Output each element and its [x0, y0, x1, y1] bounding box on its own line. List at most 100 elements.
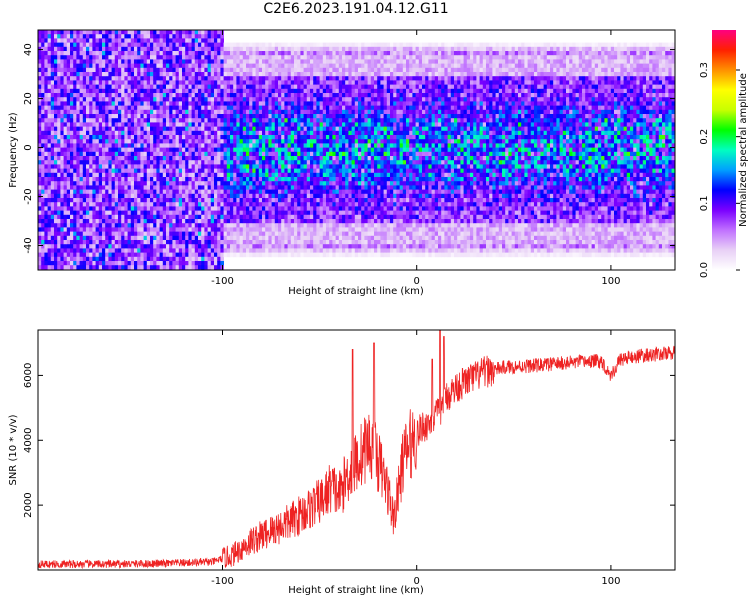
heatmap-cell [44, 63, 48, 69]
heatmap-cell [114, 160, 119, 165]
heatmap-cell [143, 97, 148, 102]
heatmap-cell [194, 139, 199, 144]
heatmap-cell [156, 147, 160, 153]
heatmap-cell [255, 143, 260, 148]
heatmap-cell [38, 172, 42, 178]
heatmap-cell [143, 235, 148, 241]
heatmap-cell [191, 122, 196, 127]
heatmap-cell [38, 256, 42, 262]
heatmap-cell [108, 76, 112, 81]
heatmap-cell [143, 252, 148, 258]
heatmap-cell [70, 156, 74, 161]
heatmap-cell [188, 67, 192, 73]
heatmap-cell [220, 80, 224, 85]
heatmap-cell [271, 160, 276, 165]
heatmap-cell [230, 193, 234, 199]
heatmap-cell [175, 172, 180, 178]
heatmap-cell [118, 156, 122, 161]
heatmap-cell [313, 97, 317, 102]
heatmap-cell [223, 244, 228, 249]
heatmap-cell [252, 235, 256, 241]
heatmap-cell [47, 214, 52, 220]
heatmap-cell [265, 72, 269, 77]
heatmap-cell [124, 97, 128, 102]
heatmap-cell [198, 126, 202, 132]
heatmap-cell [159, 130, 164, 136]
heatmap-cell [130, 93, 135, 98]
heatmap-cell [118, 168, 122, 174]
heatmap-cell [79, 223, 84, 228]
heatmap-cell [223, 210, 228, 216]
heatmap-cell [236, 130, 240, 136]
heatmap-cell [220, 118, 224, 123]
heatmap-cell [287, 189, 292, 195]
heatmap-cell [252, 240, 256, 245]
heatmap-cell [239, 181, 244, 186]
heatmap-cell [255, 76, 260, 81]
heatmap-cell [98, 59, 103, 64]
heatmap-cell [41, 97, 45, 102]
heatmap-cell [313, 67, 317, 73]
heatmap-cell [204, 147, 208, 153]
heatmap-cell [66, 34, 71, 39]
heatmap-cell [226, 93, 231, 98]
heatmap-cell [297, 214, 301, 220]
heatmap-cell [271, 177, 276, 182]
heatmap-cell [287, 172, 292, 178]
heatmap-cell [162, 231, 167, 237]
heatmap-cell [182, 46, 186, 52]
heatmap-cell [41, 122, 45, 127]
heatmap-cell [169, 93, 173, 98]
heatmap-cell [50, 227, 55, 232]
heatmap-cell [300, 105, 304, 111]
heatmap-cell [198, 105, 202, 111]
heatmap-cell [306, 55, 311, 60]
heatmap-cell [169, 84, 173, 90]
heatmap-cell [175, 151, 180, 157]
heatmap-cell [207, 109, 212, 115]
heatmap-cell [124, 227, 128, 232]
heatmap-cell [108, 193, 112, 199]
heatmap-cell [239, 231, 244, 237]
heatmap-cell [249, 143, 253, 148]
heatmap-cell [223, 139, 228, 144]
heatmap-cell [290, 219, 295, 224]
heatmap-cell [130, 114, 135, 119]
heatmap-cell [111, 135, 116, 140]
heatmap-cell [146, 84, 151, 90]
heatmap-cell [303, 80, 308, 85]
heatmap-cell [162, 214, 167, 220]
heatmap-cell [73, 59, 77, 64]
heatmap-cell [294, 109, 298, 115]
heatmap-cell [226, 46, 231, 52]
heatmap-cell [124, 248, 128, 253]
heatmap-cell [188, 84, 192, 90]
heatmap-cell [236, 181, 240, 186]
heatmap-cell [150, 168, 154, 174]
heatmap-cell [86, 105, 90, 111]
heatmap-cell [210, 198, 215, 203]
heatmap-cell [108, 42, 112, 48]
heatmap-cell [57, 126, 61, 132]
heatmap-cell [182, 252, 186, 258]
heatmap-cell [140, 59, 144, 64]
heatmap-cell [233, 93, 237, 98]
heatmap-cell [38, 219, 42, 224]
heatmap-cell [252, 63, 256, 69]
heatmap-cell [175, 84, 180, 90]
heatmap-cell [162, 88, 167, 94]
heatmap-cell [239, 63, 244, 69]
heatmap-cell [86, 219, 90, 224]
heatmap-cell [271, 46, 276, 52]
heatmap-cell [310, 206, 314, 211]
heatmap-cell [66, 51, 71, 56]
heatmap-cell [153, 189, 157, 195]
heatmap-cell [114, 240, 119, 245]
heatmap-cell [140, 101, 144, 106]
heatmap-cell [236, 160, 240, 165]
heatmap-cell [47, 118, 52, 123]
heatmap-cell [156, 177, 160, 182]
heatmap-cell [105, 168, 109, 174]
heatmap-cell [63, 202, 68, 207]
heatmap-cell [182, 122, 186, 127]
